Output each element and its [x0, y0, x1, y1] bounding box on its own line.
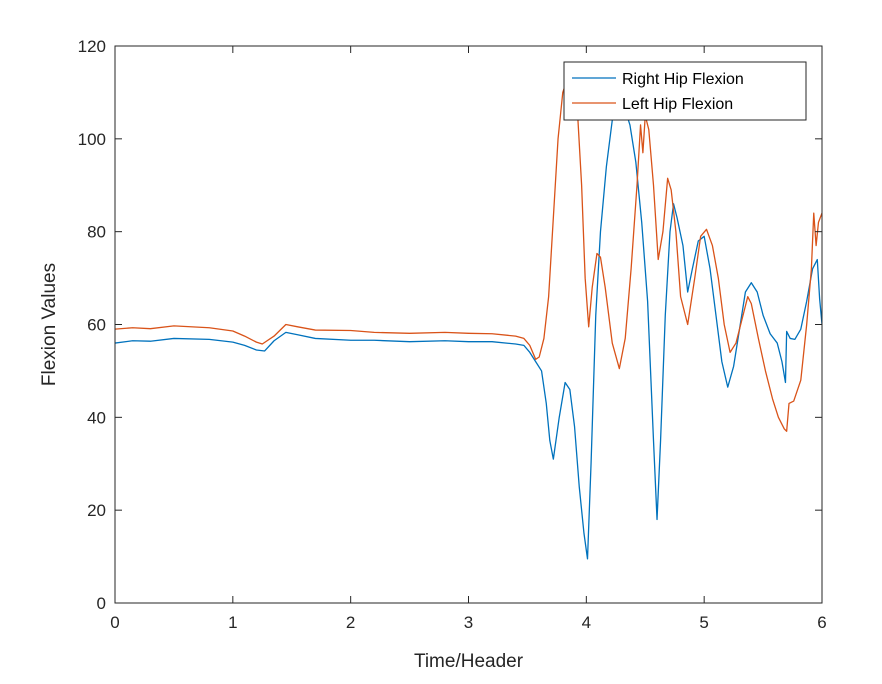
x-tick-label: 6: [817, 613, 826, 632]
y-tick-label: 100: [78, 130, 106, 149]
x-tick-label: 5: [699, 613, 708, 632]
x-axis-label: Time/Header: [414, 651, 524, 672]
axes-background: [115, 46, 822, 603]
y-tick-label: 0: [97, 594, 106, 613]
series-line-2: [115, 77, 822, 432]
y-axis-label: Flexion Values: [39, 263, 60, 386]
x-tick-label: 4: [582, 613, 591, 632]
x-tick-label: 1: [228, 613, 237, 632]
y-axis: 0 20 40 60 80 100 120: [78, 37, 822, 613]
legend-label: Left Hip Flexion: [622, 96, 733, 113]
y-tick-label: 60: [87, 316, 106, 335]
legend-box: [563, 61, 807, 121]
y-tick-label: 80: [87, 223, 106, 242]
legend-label: Right Hip Flexion: [622, 71, 744, 88]
y-tick-label: 20: [87, 501, 106, 520]
x-axis: 0 1 2 3 4 5 6: [110, 46, 827, 632]
y-tick-label: 40: [87, 408, 106, 427]
legend: Right Hip Flexion Left Hip Flexion: [563, 61, 807, 121]
x-tick-label: 3: [464, 613, 473, 632]
y-tick-label: 120: [78, 37, 106, 56]
x-tick-label: 2: [346, 613, 355, 632]
x-tick-label: 0: [110, 613, 119, 632]
